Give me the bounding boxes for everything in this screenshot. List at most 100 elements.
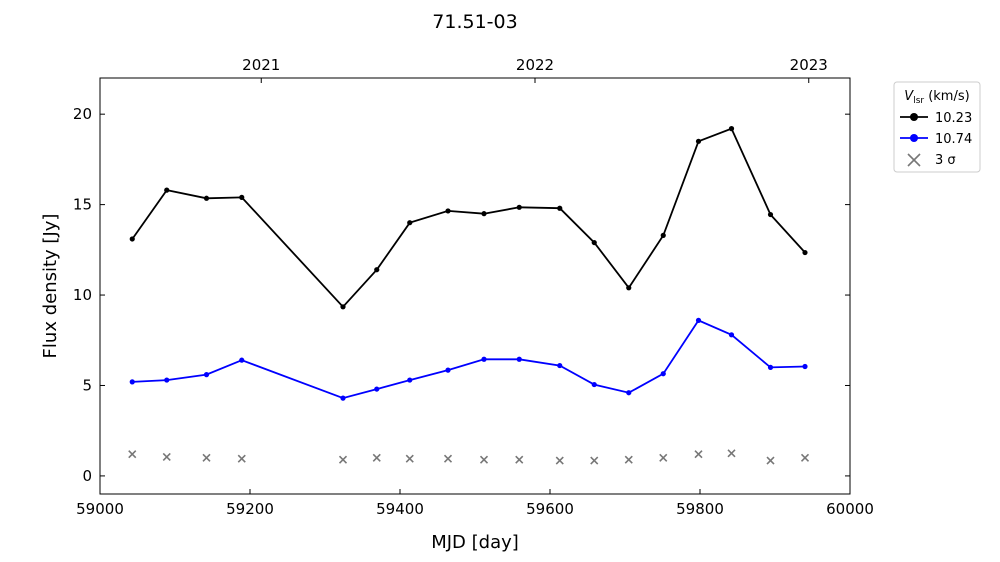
legend-entry-2: 10.74 xyxy=(935,132,972,147)
data-point-stroke xyxy=(237,454,246,463)
y-tick-label: 10 xyxy=(73,286,92,304)
data-point-stroke xyxy=(766,456,775,465)
data-point xyxy=(374,386,380,392)
data-point-stroke xyxy=(443,454,453,463)
legend-title: Vlsr (km/s) xyxy=(904,89,969,106)
data-point xyxy=(340,395,346,401)
data-point xyxy=(557,362,563,369)
data-point xyxy=(660,371,666,377)
chart-title: 71.51-03 xyxy=(432,11,517,33)
legend-swatch-marker-black xyxy=(910,113,918,121)
data-point xyxy=(443,454,453,463)
axes-frame xyxy=(99,77,851,495)
x-tick-label: 59400 xyxy=(376,500,424,518)
data-point xyxy=(695,138,702,144)
data-point xyxy=(481,211,487,217)
data-point xyxy=(766,456,775,465)
legend-swatch-marker-blue xyxy=(910,134,918,142)
x-tick-label: 59600 xyxy=(526,500,574,518)
data-point xyxy=(555,456,564,465)
data-point xyxy=(800,453,810,462)
data-point-stroke xyxy=(727,449,736,458)
data-point xyxy=(164,377,170,383)
data-point xyxy=(802,363,808,370)
series-line xyxy=(132,319,806,400)
data-point xyxy=(338,455,348,464)
data-point xyxy=(695,317,702,323)
data-point xyxy=(626,285,632,291)
legend-entry-3: 3 σ xyxy=(935,153,956,168)
data-point-stroke xyxy=(338,455,348,464)
plot-area: 59000 59200 59400 59600 59800 60000 2021 2022 20… xyxy=(73,56,874,518)
data-point xyxy=(239,194,245,200)
data-point xyxy=(129,379,135,385)
legend-title-main: V xyxy=(904,89,914,104)
legend-title-unit: (km/s) xyxy=(924,89,970,104)
data-point-stroke xyxy=(624,455,633,464)
data-point xyxy=(557,205,563,211)
top-tick-label: 2022 xyxy=(516,56,554,74)
data-point xyxy=(515,455,524,464)
data-point xyxy=(128,450,137,459)
series-1 xyxy=(129,126,808,310)
data-point-stroke xyxy=(800,453,810,462)
data-point xyxy=(626,390,632,396)
data-point xyxy=(516,204,522,210)
legend-entry-1: 10.23 xyxy=(935,111,972,126)
y-tick-label: 20 xyxy=(73,105,92,123)
x-tick-label: 60000 xyxy=(826,500,874,518)
series-2 xyxy=(129,317,808,401)
data-point-stroke xyxy=(590,456,599,465)
data-point-stroke xyxy=(479,455,489,464)
data-point-stroke xyxy=(694,450,703,459)
data-point xyxy=(445,367,451,373)
data-point xyxy=(203,372,210,378)
data-point xyxy=(659,453,668,462)
data-point xyxy=(407,377,413,383)
data-point xyxy=(237,454,246,463)
series-3 xyxy=(128,449,810,465)
data-point xyxy=(129,236,135,242)
data-point xyxy=(405,454,414,463)
data-point xyxy=(624,455,633,464)
data-point xyxy=(694,450,703,459)
data-point xyxy=(372,453,381,462)
data-point xyxy=(767,364,774,370)
data-point xyxy=(590,456,599,465)
data-point xyxy=(239,357,245,363)
top-tick-label: 2023 xyxy=(790,56,828,74)
x-axis-label: MJD [day] xyxy=(431,532,519,553)
data-point-stroke xyxy=(128,450,137,459)
data-point-stroke xyxy=(202,453,211,462)
data-point-stroke xyxy=(405,454,414,463)
y-tick-label: 15 xyxy=(73,196,92,214)
data-point-stroke xyxy=(162,452,171,461)
top-tick-label: 2021 xyxy=(242,56,280,74)
y-tick-label: 0 xyxy=(82,467,92,485)
x-tick-label: 59800 xyxy=(676,500,724,518)
legend: Vlsr (km/s) 10.23 10.74 3 σ xyxy=(893,81,981,173)
data-point xyxy=(728,126,735,132)
data-point xyxy=(374,267,380,273)
series-line xyxy=(131,127,806,309)
data-point xyxy=(727,449,736,458)
x-tick-label: 59000 xyxy=(76,500,124,518)
legend-title-sub: lsr xyxy=(913,96,924,106)
data-point-stroke xyxy=(659,453,668,462)
data-point xyxy=(516,356,522,362)
legend-frame xyxy=(893,81,981,173)
data-point-stroke xyxy=(372,453,381,462)
data-point-stroke xyxy=(555,456,564,465)
data-point xyxy=(591,381,597,388)
data-point xyxy=(728,332,735,338)
data-point xyxy=(203,195,210,201)
legend-swatch-cross xyxy=(907,153,921,167)
data-point xyxy=(407,220,413,226)
data-point xyxy=(340,304,346,310)
x-tick-label: 59200 xyxy=(226,500,274,518)
data-point xyxy=(479,455,489,464)
data-point xyxy=(767,211,774,218)
data-point xyxy=(591,239,597,246)
y-axis-label: Flux density [Jy] xyxy=(40,214,61,359)
